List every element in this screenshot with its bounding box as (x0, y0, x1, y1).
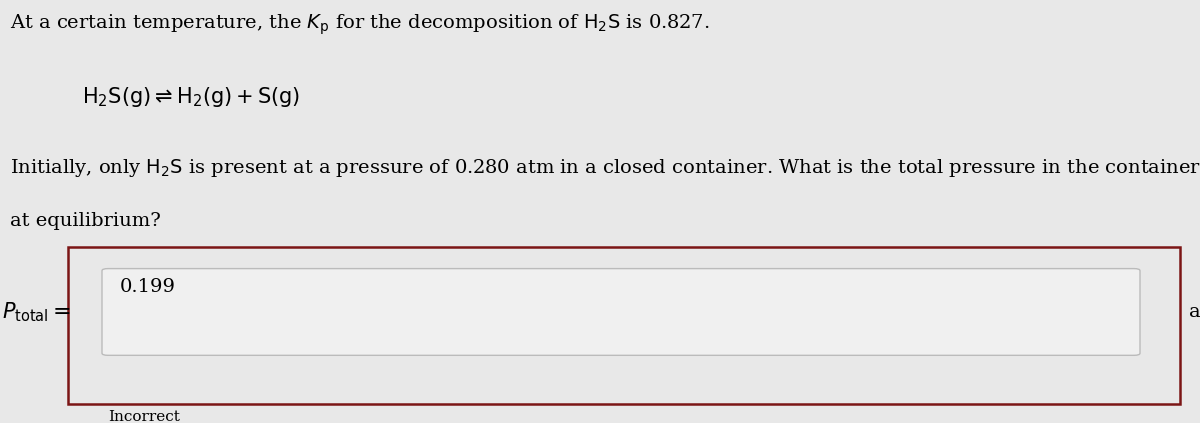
FancyBboxPatch shape (68, 247, 1180, 404)
Text: $P_\mathrm{total}$: $P_\mathrm{total}$ (2, 300, 49, 324)
FancyBboxPatch shape (102, 269, 1140, 355)
Text: Incorrect: Incorrect (108, 410, 180, 423)
Text: 0.199: 0.199 (120, 278, 176, 297)
Text: At a certain temperature, the $K_\mathrm{p}$ for the decomposition of $\mathrm{H: At a certain temperature, the $K_\mathrm… (10, 13, 709, 37)
Text: =: = (53, 301, 72, 323)
Text: Initially, only $\mathrm{H_2S}$ is present at a pressure of 0.280 atm in a close: Initially, only $\mathrm{H_2S}$ is prese… (10, 157, 1200, 179)
Text: atm: atm (1189, 303, 1200, 321)
Text: $\mathrm{H_2S(g)}\rightleftharpoons\mathrm{H_2(g) + S(g)}$: $\mathrm{H_2S(g)}\rightleftharpoons\math… (82, 85, 300, 109)
Text: at equilibrium?: at equilibrium? (10, 212, 161, 230)
